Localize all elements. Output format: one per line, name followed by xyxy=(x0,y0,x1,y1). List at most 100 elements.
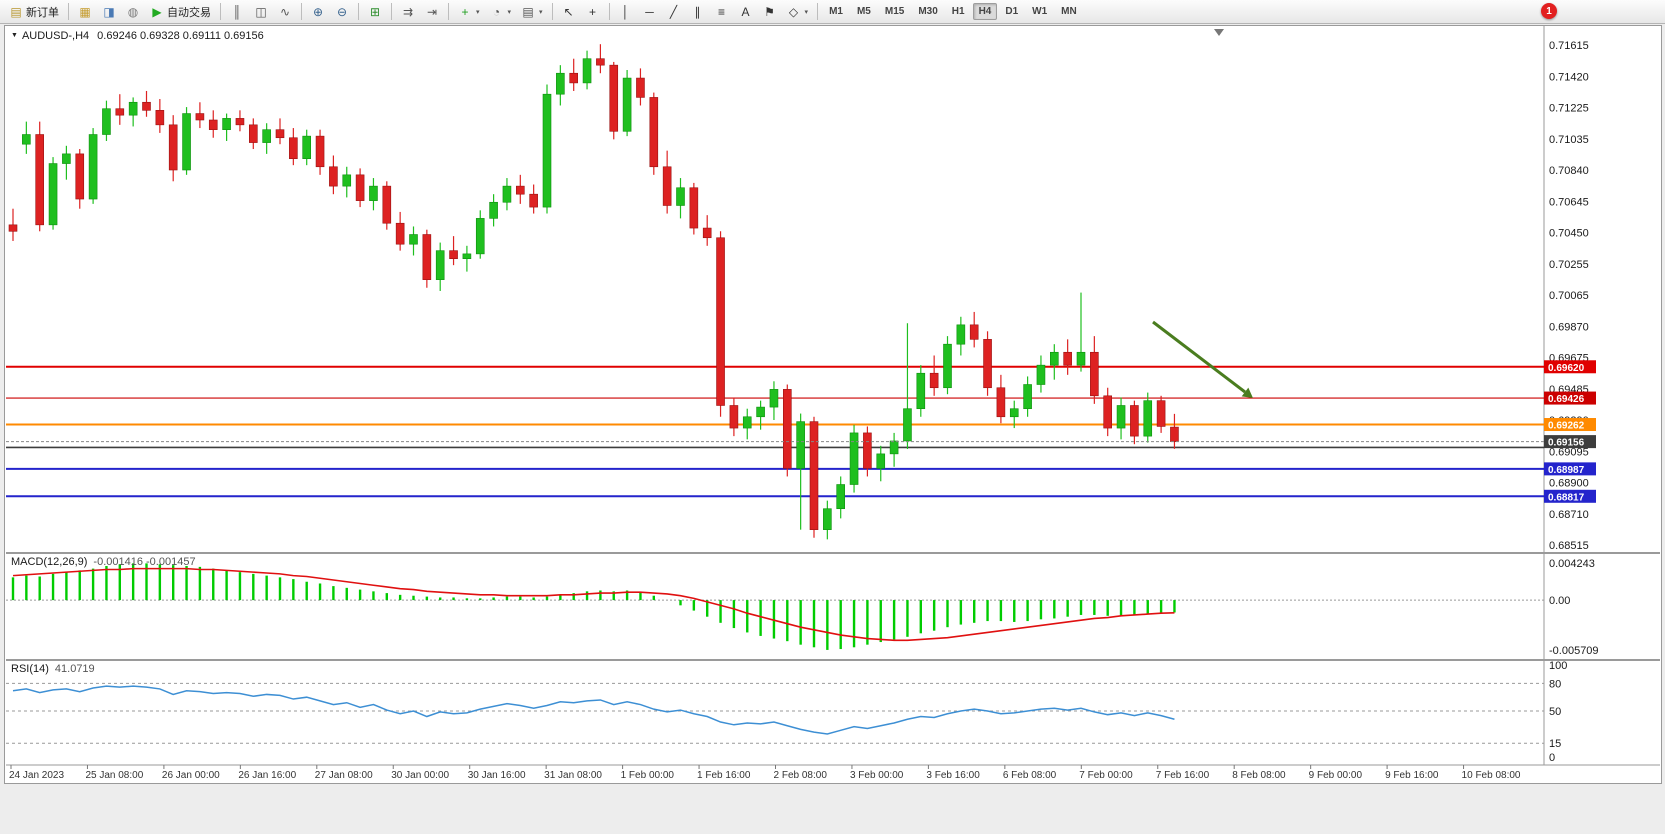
time-axis-label: 26 Jan 16:00 xyxy=(238,770,296,781)
toolbar-separator xyxy=(301,3,302,20)
timeframe-d1[interactable]: D1 xyxy=(999,3,1024,20)
price-tag[interactable] xyxy=(1544,418,1596,432)
flag-icon: ⚑ xyxy=(764,4,775,19)
bar-chart-button[interactable]: ║ xyxy=(226,2,248,22)
chart-shift-button[interactable]: ⇥ xyxy=(421,2,443,22)
tile-windows-icon: ⊞ xyxy=(369,4,381,19)
cursor-button[interactable]: ↖ xyxy=(558,2,580,22)
candle-body xyxy=(1023,384,1032,410)
price-axis-label: 0.68710 xyxy=(1549,509,1589,521)
zoom-out-button[interactable]: ⊖ xyxy=(331,2,353,22)
time-axis-label: 1 Feb 00:00 xyxy=(621,770,675,781)
price-tag[interactable] xyxy=(1544,462,1596,476)
chart-collapse-icon[interactable]: ▼ xyxy=(11,32,18,39)
template-chart-icon: ▤ xyxy=(522,4,534,19)
line-chart-icon: ∿ xyxy=(279,4,291,19)
data-window-button[interactable]: ◨ xyxy=(98,2,120,22)
new-order-button-label: 新订单 xyxy=(26,6,59,19)
timeframe-m15[interactable]: M15 xyxy=(879,3,910,20)
candlestick-chart-icon: ◫ xyxy=(255,4,267,19)
candle-body xyxy=(1156,400,1166,427)
tile-windows-button[interactable]: ⊞ xyxy=(364,2,386,22)
vertical-line-button[interactable]: │ xyxy=(615,2,637,22)
time-axis-label: 7 Feb 16:00 xyxy=(1156,770,1210,781)
chart-symbol-period: AUDUSD-,H4 xyxy=(21,30,90,42)
equidistant-channel-button[interactable]: ∥ xyxy=(687,2,709,22)
price-tag[interactable] xyxy=(1544,360,1596,374)
candle-body xyxy=(1036,364,1046,385)
time-axis-label: 26 Jan 00:00 xyxy=(162,770,220,781)
candle-body xyxy=(849,432,859,485)
time-axis-label: 24 Jan 2023 xyxy=(9,770,64,781)
navigator-button[interactable]: ◍ xyxy=(122,2,144,22)
chart-shift-marker[interactable] xyxy=(1214,29,1224,36)
candle-body xyxy=(702,227,712,239)
new-order-icon: ▤ xyxy=(10,4,22,19)
indicators-button[interactable]: + ▾ xyxy=(454,2,484,22)
timeframe-h1[interactable]: H1 xyxy=(946,3,971,20)
auto-scroll-button[interactable]: ⇉ xyxy=(397,2,419,22)
cursor-arrow-icon: ↖ xyxy=(563,4,574,19)
candle-body xyxy=(35,134,45,226)
candlestick-chart-button[interactable]: ◫ xyxy=(250,2,272,22)
candle-body xyxy=(956,324,966,345)
candle-body xyxy=(689,187,699,229)
price-axis-label: 0.71225 xyxy=(1549,103,1589,115)
time-axis-label: 3 Feb 16:00 xyxy=(926,770,980,781)
timeframe-m5[interactable]: M5 xyxy=(851,3,877,20)
horizontal-line-button[interactable]: ─ xyxy=(639,2,661,22)
price-tag[interactable] xyxy=(1544,391,1596,405)
time-axis-label: 2 Feb 08:00 xyxy=(774,770,828,781)
candle-body xyxy=(809,421,819,530)
chart-canvas[interactable]: 0.71615 0.71420 0.71225 0.71035 0.70840 0.706… xyxy=(5,26,1661,783)
candle-body xyxy=(128,101,138,116)
crosshair-button[interactable]: + xyxy=(582,2,604,22)
templates-button[interactable]: ▤ ▾ xyxy=(517,2,547,22)
candle-body xyxy=(756,406,765,418)
candle-body xyxy=(1143,400,1153,437)
candle-body xyxy=(1170,426,1179,442)
notification-badge[interactable]: 1 xyxy=(1541,3,1557,19)
new-order-button[interactable]: ▤ 新订单 xyxy=(5,2,63,22)
zoom-in-button[interactable]: ⊕ xyxy=(307,2,329,22)
shapes-button[interactable]: ◇ ▾ xyxy=(783,2,813,22)
autotrading-button[interactable]: ▶ 自动交易 xyxy=(146,2,215,22)
rsi-label: RSI(14) 41.0719 xyxy=(11,663,95,675)
text-button[interactable]: A xyxy=(735,2,757,22)
time-axis-label: 10 Feb 08:00 xyxy=(1462,770,1521,781)
timeframe-h4[interactable]: H4 xyxy=(972,3,998,20)
trendline-button[interactable]: ╱ xyxy=(663,2,685,22)
data-window-icon: ◨ xyxy=(103,4,115,19)
price-tag-label: 0.69426 xyxy=(1548,394,1585,405)
timeframe-m30[interactable]: M30 xyxy=(912,3,943,20)
text-label-button[interactable]: ⚑ xyxy=(759,2,781,22)
candle-body xyxy=(996,387,1006,418)
periods-button[interactable]: ◔ ▾ xyxy=(486,2,516,22)
price-tag[interactable] xyxy=(1544,489,1596,503)
price-axis-label: 0.71615 xyxy=(1549,40,1589,52)
candle-body xyxy=(489,201,498,219)
rsi-axis-label: 0 xyxy=(1549,752,1555,764)
toolbar-separator xyxy=(608,3,610,20)
candle-body xyxy=(596,58,605,66)
macd-values: -0.001416 -0.001457 xyxy=(93,556,196,568)
candle-body xyxy=(529,193,538,208)
fibonacci-button[interactable]: ≡ xyxy=(711,2,733,22)
timeframe-w1[interactable]: W1 xyxy=(1026,3,1053,20)
rsi-axis-label: 100 xyxy=(1549,660,1567,672)
line-chart-button[interactable]: ∿ xyxy=(274,2,296,22)
zoom-out-icon: ⊖ xyxy=(336,4,348,19)
candle-body xyxy=(195,113,205,121)
candle-body xyxy=(609,64,619,132)
market-watch-button[interactable]: ▦ xyxy=(74,2,96,22)
candle-body xyxy=(8,224,18,232)
chart-shift-icon: ⇥ xyxy=(426,4,438,19)
dropdown-caret-icon: ▾ xyxy=(507,8,512,16)
timeframe-mn[interactable]: MN xyxy=(1055,3,1083,20)
candle-body xyxy=(342,174,352,187)
trend-arrow[interactable] xyxy=(1152,320,1246,394)
vertical-line-icon: │ xyxy=(621,4,630,19)
timeframe-m1[interactable]: M1 xyxy=(823,3,849,20)
candle-body xyxy=(515,185,525,195)
macd-axis-label: -0.005709 xyxy=(1549,645,1599,657)
